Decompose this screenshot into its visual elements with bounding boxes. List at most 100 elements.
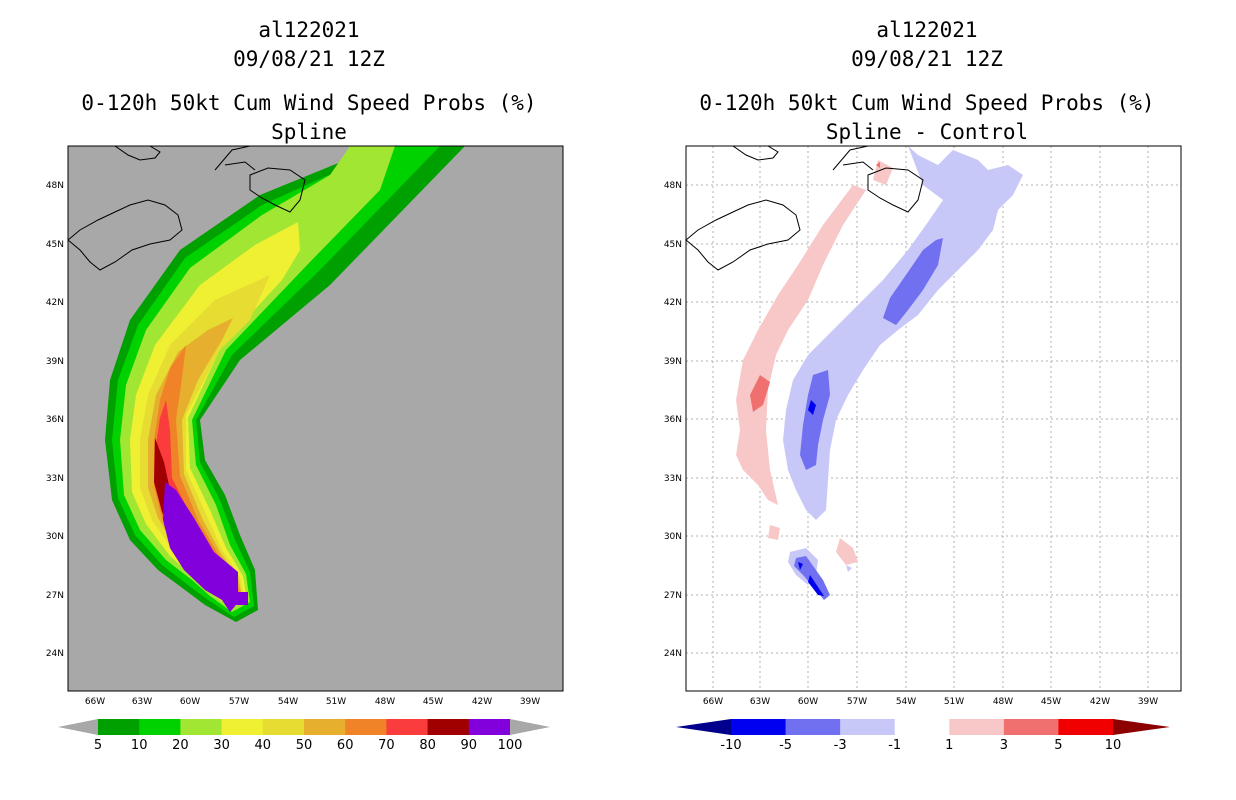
datetime-title: 09/08/21 12Z [233,47,385,71]
diff-negative-3to5 [883,238,943,325]
diff-negative-5to10 [808,400,816,415]
lat-label: 42N [46,298,64,308]
colorbar-under [58,719,98,735]
colorbar-segment [1058,719,1114,735]
colorbar-label: 20 [172,738,189,753]
colorbar-segment [427,719,470,735]
lat-label: 24N [46,649,64,659]
colorbar-label: 10 [1105,738,1122,753]
colorbar-segment [468,719,511,735]
lat-label: 30N [46,532,64,542]
lon-label: 51W [326,697,346,707]
colorbar-label: 90 [461,738,478,753]
lon-label: 57W [229,697,249,707]
colorbar-segment [840,719,896,735]
lat-axis: 48N 45N 42N 39N 36N 33N 30N 27N 24N [46,181,64,659]
colorbar-segment [98,719,140,735]
colorbar-label: 50 [296,738,313,753]
colorbar-label: 60 [337,738,354,753]
colorbar-segment [386,719,429,735]
lat-label: 45N [664,240,682,250]
lat-label: 33N [46,474,64,484]
diff-negative-5to10 [798,562,803,570]
diff-panel: al122021 09/08/21 12Z 0-120h 50kt Cum Wi… [618,0,1236,800]
colorbar-segment [345,719,387,735]
lon-label: 48W [993,697,1013,707]
lon-label: 45W [423,697,443,707]
lon-label: 60W [180,697,200,707]
colorbar-over [1113,719,1170,735]
colorbar-label: -5 [779,738,792,753]
diff-negative-1to3 [783,146,1023,520]
colorbar-label: 3 [1000,738,1008,753]
lon-axis: 66W 63W 60W 57W 54W 51W 48W 45W 42W 39W [85,697,540,707]
coastline [68,146,306,271]
lon-label: 54W [896,697,916,707]
colorbar-segment [262,719,305,735]
lat-label: 27N [46,591,64,601]
colorbar-label: 80 [419,738,436,753]
lat-label: 36N [664,415,682,425]
diff-negative-1to3 [846,565,852,572]
lon-label: 63W [750,697,770,707]
lat-label: 48N [46,181,64,191]
lat-label: 30N [664,532,682,542]
diff-negative-3to5 [800,370,830,470]
colorbar: -10 -5 -3 -1 1 3 5 10 [676,719,1170,753]
lon-label: 39W [520,697,540,707]
colorbar-segment [221,719,264,735]
product-title: 0-120h 50kt Cum Wind Speed Probs (%) [699,91,1155,115]
colorbar-label: -3 [834,738,847,753]
spline-map: 48N 45N 42N 39N 36N 33N 30N 27N 24N 66W … [46,145,564,753]
colorbar-segment [785,719,841,735]
colorbar-label: 30 [213,738,230,753]
colorbar-label: -1 [888,738,901,753]
colorbar-label: 1 [945,738,953,753]
coastline [686,146,924,271]
map-frame [685,145,1182,692]
lon-label: 51W [944,697,964,707]
lat-label: 39N [46,357,64,367]
lon-label: 42W [472,697,492,707]
lat-label: 45N [46,240,64,250]
colorbar-label: 100 [498,738,523,753]
colorbar-segment [180,719,223,735]
map-frame [67,145,564,692]
diff-negative-5to10 [808,575,824,596]
lon-label: 45W [1041,697,1061,707]
colorbar-segment [949,719,1005,735]
colorbar-label: 10 [131,738,148,753]
subtitle: Spline [271,120,347,144]
prob-band-90 [163,482,248,612]
lat-axis: 48N 45N 42N 39N 36N 33N 30N 27N 24N [664,181,682,659]
datetime-title: 09/08/21 12Z [851,47,1003,71]
colorbar-segment [304,719,346,735]
lon-label: 66W [85,697,105,707]
lat-label: 39N [664,357,682,367]
lat-label: 27N [664,591,682,601]
lon-label: 48W [375,697,395,707]
lat-label: 24N [664,649,682,659]
product-title: 0-120h 50kt Cum Wind Speed Probs (%) [81,91,537,115]
colorbar: 5 10 20 30 40 50 60 70 80 90 100 [58,719,550,753]
diff-positive-1to3 [768,525,780,540]
colorbar-over [510,719,550,735]
lat-label: 42N [664,298,682,308]
colorbar-label: -10 [720,738,741,753]
lat-label: 48N [664,181,682,191]
lon-label: 63W [132,697,152,707]
subtitle: Spline - Control [825,120,1029,144]
storm-id-title: al122021 [258,18,360,42]
colorbar-segments [731,719,1114,735]
diff-positive-1to3 [736,185,866,505]
lon-label: 60W [798,697,818,707]
lon-label: 39W [1138,697,1158,707]
lat-label: 33N [664,474,682,484]
colorbar-segment [139,719,181,735]
lon-label: 57W [847,697,867,707]
lat-label: 36N [46,415,64,425]
lon-label: 54W [278,697,298,707]
diff-map: 48N 45N 42N 39N 36N 33N 30N 27N 24N 66W … [664,145,1182,753]
storm-id-title: al122021 [876,18,978,42]
diff-positive-3to5 [750,375,770,412]
